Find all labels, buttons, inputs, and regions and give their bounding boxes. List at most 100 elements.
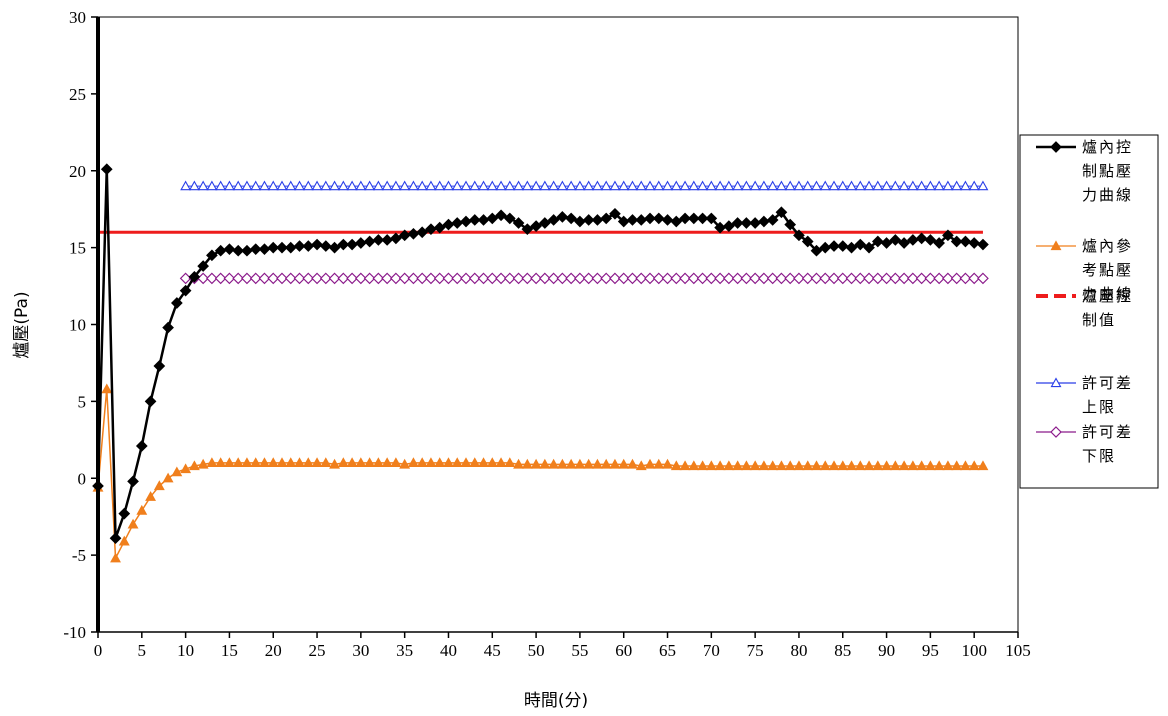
data-point: [916, 180, 928, 191]
data-point: [530, 180, 542, 191]
data-point: [801, 272, 814, 285]
data-point: [942, 460, 954, 471]
data-point: [758, 460, 770, 471]
data-point: [495, 457, 507, 468]
data-point: [854, 272, 867, 285]
series-4: [179, 272, 989, 285]
data-point: [784, 218, 797, 231]
data-point: [898, 180, 910, 191]
x-tick-label: 80: [790, 641, 807, 660]
data-point: [294, 180, 305, 191]
x-tick-label: 65: [659, 641, 676, 660]
data-point: [837, 460, 849, 471]
data-point: [819, 272, 832, 285]
x-axis-title: 時間(分): [524, 691, 588, 711]
data-point: [390, 272, 402, 285]
data-point: [767, 460, 779, 471]
data-point: [600, 180, 612, 191]
data-point: [705, 460, 717, 471]
data-point: [390, 180, 402, 191]
data-point: [977, 272, 989, 285]
legend-label: 下限: [1082, 447, 1116, 465]
data-point: [171, 466, 183, 477]
data-point: [311, 272, 323, 285]
data-point: [627, 458, 638, 469]
data-point: [390, 232, 402, 245]
data-point: [171, 297, 183, 309]
legend-label: 許可差: [1082, 423, 1133, 441]
data-point: [907, 272, 919, 285]
data-point: [661, 272, 674, 285]
data-point: [687, 212, 700, 225]
data-point: [398, 272, 411, 285]
data-point: [872, 460, 884, 471]
data-point: [232, 180, 244, 191]
data-point: [539, 180, 551, 191]
data-point: [653, 180, 665, 191]
y-tick-label: 20: [69, 162, 86, 181]
data-point: [241, 457, 253, 468]
legend-box: [1019, 134, 1159, 489]
x-tick-label: 70: [703, 641, 720, 660]
y-tick-label: 10: [69, 316, 86, 335]
data-point: [127, 518, 139, 529]
data-point: [249, 272, 262, 285]
data-point: [854, 238, 867, 251]
legend-marker: [1050, 426, 1062, 438]
data-point: [846, 180, 857, 191]
data-point: [425, 457, 437, 468]
data-point: [871, 272, 884, 285]
data-point: [180, 463, 192, 474]
legend-label: 許可差: [1082, 374, 1133, 392]
data-point: [811, 460, 822, 471]
data-point: [609, 180, 621, 191]
data-point: [285, 180, 297, 191]
data-point: [127, 475, 139, 488]
data-point: [644, 272, 656, 285]
data-point: [460, 457, 472, 468]
data-point: [399, 458, 411, 469]
data-point: [740, 217, 753, 229]
data-point: [556, 180, 568, 191]
data-point: [959, 460, 971, 471]
data-point: [687, 272, 700, 285]
data-point: [600, 458, 612, 469]
data-point: [469, 457, 481, 468]
data-point: [153, 360, 166, 372]
data-point: [293, 272, 306, 285]
data-point: [407, 272, 420, 285]
legend-label: 上限: [1082, 398, 1116, 416]
data-point: [740, 180, 752, 191]
data-point: [267, 272, 280, 285]
data-point: [810, 272, 823, 285]
data-point: [872, 180, 884, 191]
x-tick-label: 105: [1005, 641, 1031, 660]
data-point: [337, 238, 350, 251]
data-point: [749, 272, 761, 285]
data-point: [662, 458, 673, 469]
data-point: [609, 272, 621, 285]
legend-label: 力曲線: [1082, 186, 1133, 204]
data-point: [232, 244, 245, 257]
x-tick-label: 100: [961, 641, 987, 660]
data-point: [206, 457, 218, 468]
data-point: [881, 180, 893, 191]
data-point: [302, 180, 314, 191]
data-point: [556, 211, 569, 223]
data-point: [425, 272, 437, 285]
data-point: [670, 215, 683, 228]
x-tick-label: 75: [747, 641, 764, 660]
data-point: [320, 457, 332, 468]
data-point: [819, 460, 831, 471]
data-point: [618, 180, 630, 191]
data-point: [836, 272, 849, 285]
data-point: [355, 272, 367, 285]
x-tick-label: 85: [834, 641, 851, 660]
data-point: [495, 272, 507, 285]
data-point: [679, 460, 691, 471]
data-point: [924, 180, 936, 191]
data-point: [583, 458, 595, 469]
data-point: [617, 272, 630, 285]
data-point: [977, 460, 989, 471]
